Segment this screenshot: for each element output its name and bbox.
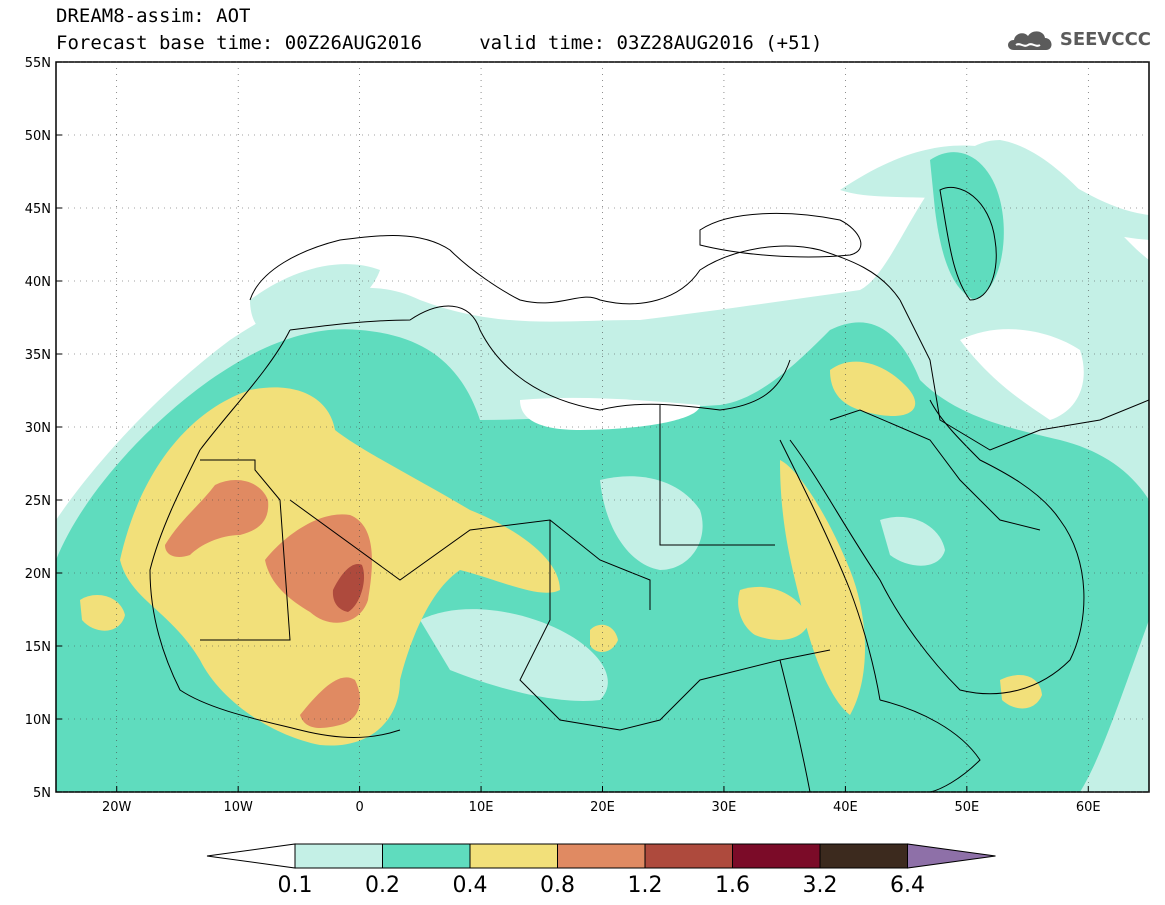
coastline-caspian bbox=[939, 187, 997, 301]
seevccc-logo: SEEVCCC bbox=[1004, 24, 1151, 54]
aot-contour-1.2 bbox=[332, 564, 365, 612]
lon-tick-label: 50E bbox=[954, 800, 979, 815]
lon-tick-label: 0 bbox=[355, 800, 363, 815]
colorbar-label: 0.4 bbox=[453, 873, 488, 898]
colorbar-segment bbox=[294, 843, 383, 869]
lat-tick-label: 25N bbox=[25, 494, 51, 509]
lat-tick-label: 30N bbox=[25, 421, 51, 436]
lat-tick-label: 5N bbox=[33, 786, 51, 801]
aot-contour-0.4-small2 bbox=[590, 624, 618, 652]
coastline-red-sea bbox=[779, 439, 881, 701]
colorbar bbox=[206, 843, 996, 869]
aot-hole-arabia bbox=[880, 516, 945, 566]
aot-hole-white bbox=[520, 397, 700, 430]
chart-title: DREAM8-assim: AOT bbox=[56, 5, 251, 27]
chart-subtitle: Forecast base time: 00Z26AUG2016 valid t… bbox=[56, 32, 823, 54]
coastline-arabia bbox=[789, 399, 1085, 695]
logo-text: SEEVCCC bbox=[1059, 28, 1151, 50]
aot-contour-0.2-caspian bbox=[930, 152, 1004, 300]
coastline-horn bbox=[879, 699, 981, 792]
aot-contour-0.4-small1 bbox=[80, 595, 125, 631]
lat-tick-label: 45N bbox=[25, 202, 51, 217]
aot-contour-0.8-mauritania bbox=[165, 480, 269, 557]
colorbar-min-arrow bbox=[206, 843, 296, 869]
coastline-west-africa bbox=[149, 329, 401, 738]
border-iran bbox=[899, 299, 1149, 451]
coastline-mediterranean bbox=[289, 305, 791, 411]
colorbar-label: 6.4 bbox=[890, 873, 925, 898]
lat-tick-label: 40N bbox=[25, 275, 51, 290]
border-sahara bbox=[200, 459, 291, 641]
colorbar-max-arrow bbox=[907, 843, 996, 869]
colorbar-label: 1.6 bbox=[715, 873, 750, 898]
lat-tick-label: 55N bbox=[25, 56, 51, 71]
coastlines-and-borders bbox=[149, 187, 1149, 792]
lat-tick-label: 15N bbox=[25, 640, 51, 655]
lon-tick-label: 20W bbox=[102, 800, 132, 815]
cloud-logo-icon bbox=[1007, 31, 1052, 50]
coastline-europe bbox=[249, 235, 901, 305]
latitude-labels: 55N 50N 45N 40N 35N 30N 25N 20N 15N 10N 5N bbox=[25, 56, 62, 801]
coastline-black-sea bbox=[699, 212, 862, 258]
colorbar-segment bbox=[557, 843, 646, 869]
border-libya-egypt bbox=[659, 405, 775, 546]
aot-hole-sudan bbox=[420, 609, 608, 701]
colorbar-label: 0.1 bbox=[278, 873, 313, 898]
colorbar-segment bbox=[469, 843, 558, 869]
colorbar-label: 3.2 bbox=[803, 873, 838, 898]
colorbar-label: 0.8 bbox=[540, 873, 575, 898]
aot-field bbox=[56, 62, 1149, 792]
aot-contour-0.4-egypt bbox=[780, 460, 865, 715]
colorbar-label: 0.2 bbox=[365, 873, 400, 898]
colorbar-segment bbox=[382, 843, 471, 869]
lon-tick-label: 20E bbox=[590, 800, 615, 815]
border-saudi bbox=[829, 409, 1041, 531]
lon-tick-label: 10W bbox=[223, 800, 253, 815]
colorbar-segment bbox=[644, 843, 733, 869]
colorbar-label: 1.2 bbox=[628, 873, 663, 898]
aot-hole-libya bbox=[600, 476, 703, 570]
colorbar-segment bbox=[732, 843, 821, 869]
map-gridlines bbox=[56, 61, 1149, 793]
aot-contour-0.4-oman bbox=[1000, 675, 1042, 709]
aot-contour-0.4-sudan bbox=[738, 586, 810, 640]
aot-contour-0.8-chad bbox=[300, 677, 360, 728]
lat-tick-label: 20N bbox=[25, 567, 51, 582]
border-sudan bbox=[519, 520, 831, 731]
colorbar-labels: 0.1 0.2 0.4 0.8 1.2 1.6 3.2 6.4 bbox=[278, 873, 926, 898]
aot-hole-white-iran bbox=[960, 329, 1084, 420]
lat-tick-label: 35N bbox=[25, 348, 51, 363]
aot-contour-0.4-iraq bbox=[830, 361, 916, 416]
lat-tick-label: 10N bbox=[25, 713, 51, 728]
border-east-africa bbox=[779, 659, 811, 792]
colorbar-segment bbox=[819, 843, 908, 869]
lon-tick-label: 10E bbox=[469, 800, 494, 815]
lat-tick-label: 50N bbox=[25, 129, 51, 144]
lon-tick-label: 60E bbox=[1076, 800, 1101, 815]
lon-tick-label: 40E bbox=[833, 800, 858, 815]
aot-contour-0.1-sea bbox=[250, 264, 380, 341]
longitude-labels: 20W 10W 0 10E 20E 30E 40E 50E 60E bbox=[102, 786, 1101, 815]
lon-tick-label: 30E bbox=[712, 800, 737, 815]
